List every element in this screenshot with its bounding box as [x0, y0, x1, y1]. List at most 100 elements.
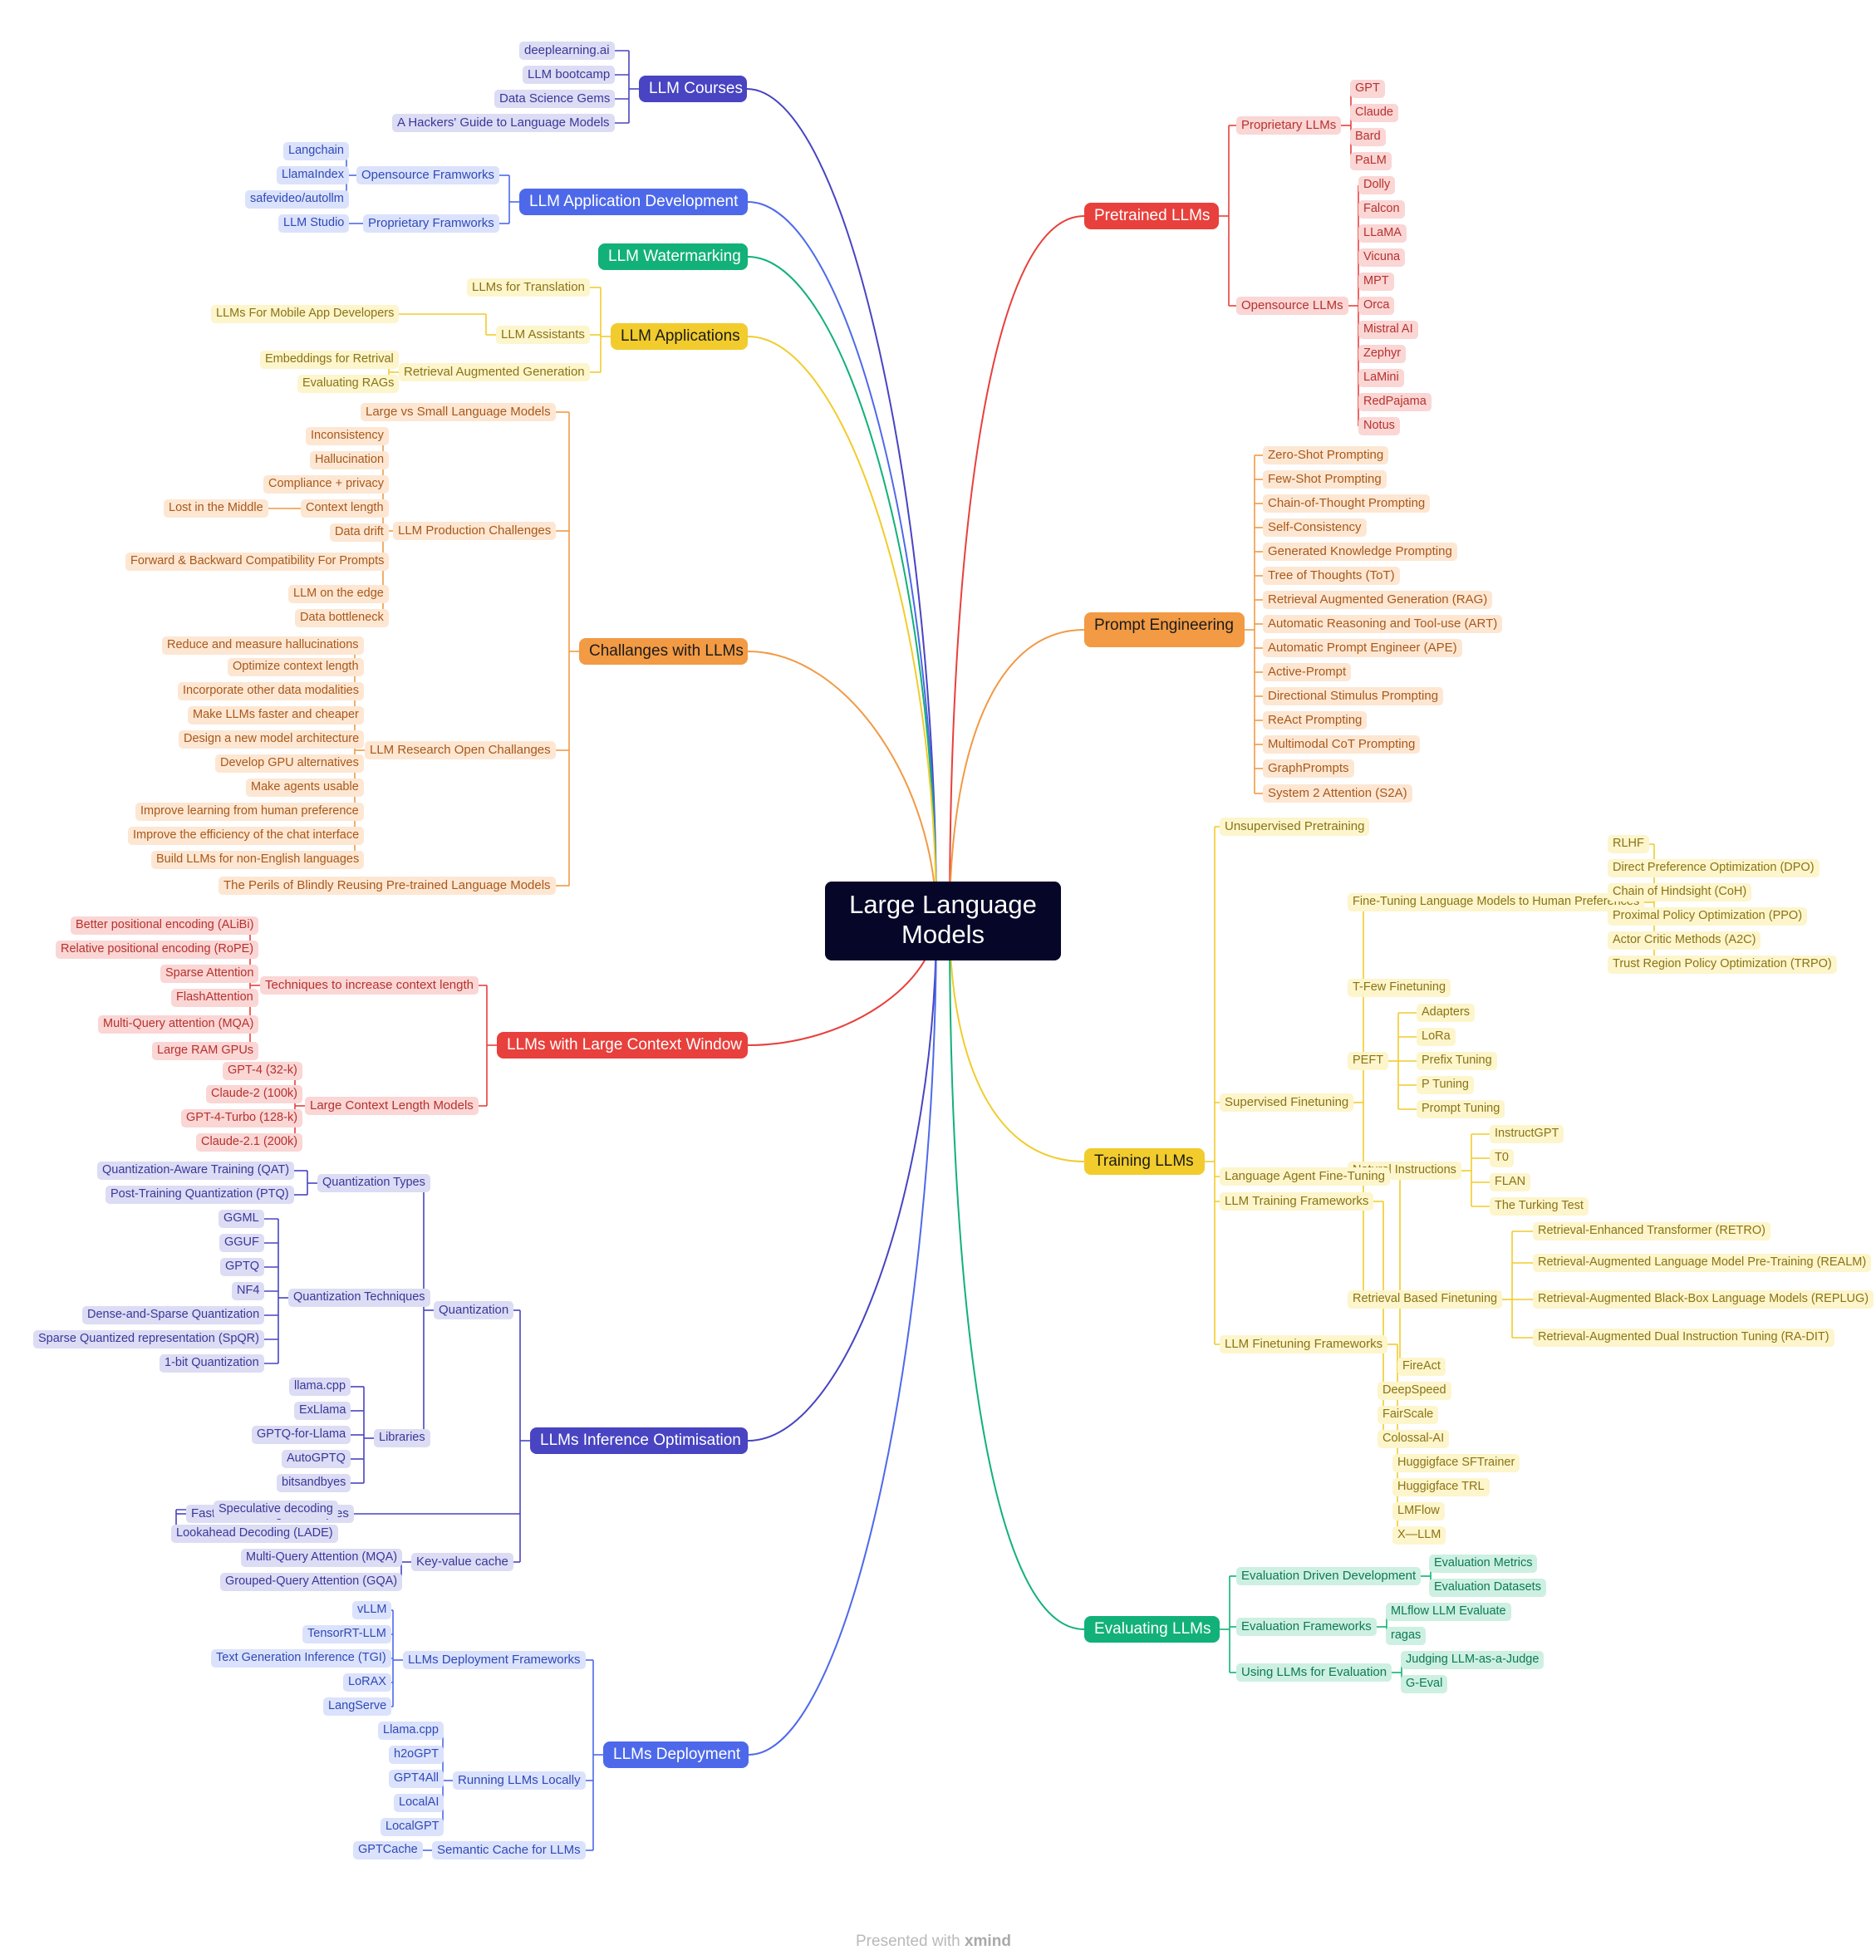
node-design-a-new-model-architecture[interactable]: Design a new model architecture [179, 730, 365, 749]
node-generated-knowledge-prompting[interactable]: Generated Knowledge Prompting [1263, 542, 1457, 561]
node-a-hackers-guide-to-language-models[interactable]: A Hackers' Guide to Language Models [392, 113, 615, 132]
node-the-perils-of-blindly-reusing-pre-trained-language-models[interactable]: The Perils of Blindly Reusing Pre-traine… [219, 876, 556, 895]
node-unsupervised-pretraining[interactable]: Unsupervised Pretraining [1220, 817, 1370, 836]
node-optimize-context-length[interactable]: Optimize context length [228, 658, 364, 676]
node-colossal-ai[interactable]: Colossal-AI [1378, 1430, 1450, 1448]
topic-llms-inference-optimisation[interactable]: LLMs Inference Optimisation [530, 1427, 748, 1454]
node-grouped-query-attention-gqa[interactable]: Grouped-Query Attention (GQA) [220, 1573, 403, 1591]
node-relative-positional-encoding-rope[interactable]: Relative positional encoding (RoPE) [56, 941, 259, 959]
node-claude-2-100k[interactable]: Claude-2 (100k) [206, 1085, 302, 1103]
node-develop-gpu-alternatives[interactable]: Develop GPU alternatives [215, 754, 364, 773]
node-retrieval-augmented-black-box-language-models-replug[interactable]: Retrieval-Augmented Black-Box Language M… [1533, 1290, 1874, 1309]
node-lmflow[interactable]: LMFlow [1392, 1502, 1445, 1520]
topic-llm-applications[interactable]: LLM Applications [611, 323, 748, 350]
node-large-ram-gpus[interactable]: Large RAM GPUs [152, 1042, 259, 1060]
node-prefix-tuning[interactable]: Prefix Tuning [1417, 1052, 1497, 1070]
node-using-llms-for-evaluation[interactable]: Using LLMs for Evaluation [1236, 1663, 1392, 1682]
node-nf4[interactable]: NF4 [232, 1282, 265, 1300]
node-lookahead-decoding-lade[interactable]: Lookahead Decoding (LADE) [171, 1525, 338, 1543]
node-llm-studio[interactable]: LLM Studio [278, 214, 350, 233]
node-judging-llm-as-a-judge[interactable]: Judging LLM-as-a-Judge [1401, 1651, 1545, 1669]
node-mlflow-llm-evaluate[interactable]: MLflow LLM Evaluate [1386, 1603, 1511, 1621]
topic-evaluating-llms[interactable]: Evaluating LLMs [1084, 1616, 1220, 1643]
node-mpt[interactable]: MPT [1358, 273, 1394, 291]
node-speculative-decoding[interactable]: Speculative decoding [214, 1501, 338, 1519]
node-mistral-ai[interactable]: Mistral AI [1358, 321, 1418, 339]
node-orca[interactable]: Orca [1358, 297, 1395, 315]
node-gpt4all[interactable]: GPT4All [389, 1770, 444, 1788]
node-hallucination[interactable]: Hallucination [310, 451, 390, 469]
node-llm-on-the-edge[interactable]: LLM on the edge [288, 585, 389, 603]
node-llm-production-challenges[interactable]: LLM Production Challenges [393, 521, 557, 540]
node-build-llms-for-non-english-languages[interactable]: Build LLMs for non-English languages [151, 851, 365, 869]
node-notus[interactable]: Notus [1358, 417, 1400, 435]
topic-llms-with-large-context-window[interactable]: LLMs with Large Context Window [497, 1032, 748, 1059]
node-zero-shot-prompting[interactable]: Zero-Shot Prompting [1263, 445, 1389, 464]
node-proximal-policy-optimization-ppo[interactable]: Proximal Policy Optimization (PPO) [1608, 907, 1808, 926]
node-compliance-privacy[interactable]: Compliance + privacy [263, 475, 390, 494]
topic-challanges-with-llms[interactable]: Challanges with LLMs [579, 638, 748, 665]
node-quantization-aware-training-qat[interactable]: Quantization-Aware Training (QAT) [97, 1162, 295, 1180]
node-system-2-attention-s2a[interactable]: System 2 Attention (S2A) [1263, 784, 1412, 803]
node-llms-for-translation[interactable]: LLMs for Translation [467, 278, 590, 297]
node-redpajama[interactable]: RedPajama [1358, 393, 1432, 411]
node-better-positional-encoding-alibi[interactable]: Better positional encoding (ALiBi) [71, 916, 259, 935]
node-retrieval-enhanced-transformer-retro[interactable]: Retrieval-Enhanced Transformer (RETRO) [1533, 1222, 1770, 1240]
node-graphprompts[interactable]: GraphPrompts [1263, 759, 1354, 778]
topic-llm-watermarking[interactable]: LLM Watermarking [598, 243, 748, 270]
node-multimodal-cot-prompting[interactable]: Multimodal CoT Prompting [1263, 734, 1421, 754]
node-chain-of-hindsight-coh[interactable]: Chain of Hindsight (CoH) [1608, 883, 1752, 901]
node-llama[interactable]: LLaMA [1358, 224, 1407, 243]
node-claude[interactable]: Claude [1350, 104, 1398, 122]
node-langchain[interactable]: Langchain [283, 142, 349, 160]
node-make-llms-faster-and-cheaper[interactable]: Make LLMs faster and cheaper [188, 706, 364, 725]
node-vllm[interactable]: vLLM [352, 1601, 392, 1619]
node-langserve[interactable]: LangServe [323, 1697, 392, 1716]
node-techniques-to-increase-context-length[interactable]: Techniques to increase context length [260, 975, 479, 995]
node-self-consistency[interactable]: Self-Consistency [1263, 518, 1367, 537]
node-retrieval-augmented-dual-instruction-tuning-ra-dit[interactable]: Retrieval-Augmented Dual Instruction Tun… [1533, 1329, 1834, 1347]
node-fairscale[interactable]: FairScale [1378, 1406, 1439, 1424]
node-instructgpt[interactable]: InstructGPT [1490, 1125, 1564, 1143]
node-proprietary-framworks[interactable]: Proprietary Framworks [363, 214, 499, 233]
node-zephyr[interactable]: Zephyr [1358, 345, 1407, 363]
node-chain-of-thought-prompting[interactable]: Chain-of-Thought Prompting [1263, 494, 1431, 513]
node-large-context-length-models[interactable]: Large Context Length Models [305, 1096, 479, 1115]
node-gguf[interactable]: GGUF [219, 1234, 264, 1252]
node-libraries[interactable]: Libraries [374, 1429, 430, 1447]
node-retrieval-augmented-language-model-pre-training-realm[interactable]: Retrieval-Augmented Language Model Pre-T… [1533, 1254, 1872, 1272]
topic-pretrained-llms[interactable]: Pretrained LLMs [1084, 203, 1219, 229]
node-sparse-quantized-representation-spqr[interactable]: Sparse Quantized representation (SpQR) [33, 1330, 264, 1348]
node-lamini[interactable]: LaMini [1358, 369, 1404, 387]
node-quantization-types[interactable]: Quantization Types [317, 1174, 430, 1192]
node-proprietary-llms[interactable]: Proprietary LLMs [1236, 115, 1342, 135]
node-1-bit-quantization[interactable]: 1-bit Quantization [160, 1354, 264, 1373]
node-huggigface-trl[interactable]: Huggigface TRL [1392, 1478, 1490, 1496]
node-llm-assistants[interactable]: LLM Assistants [496, 325, 590, 344]
node-context-length[interactable]: Context length [301, 499, 389, 518]
node-llm-research-open-challanges[interactable]: LLM Research Open Challanges [365, 740, 556, 759]
node-opensource-framworks[interactable]: Opensource Framworks [356, 165, 500, 184]
node-flashattention[interactable]: FlashAttention [171, 989, 258, 1007]
topic-llms-deployment[interactable]: LLMs Deployment [603, 1741, 749, 1768]
node-ragas[interactable]: ragas [1386, 1627, 1427, 1645]
node-llms-deployment-frameworks[interactable]: LLMs Deployment Frameworks [403, 1650, 586, 1669]
node-huggigface-sftrainer[interactable]: Huggigface SFTrainer [1392, 1454, 1520, 1472]
node-multi-query-attention-mqa[interactable]: Multi-Query attention (MQA) [98, 1015, 259, 1034]
node-deepspeed[interactable]: DeepSpeed [1378, 1382, 1451, 1400]
node-evaluation-frameworks[interactable]: Evaluation Frameworks [1236, 1617, 1377, 1636]
node-vicuna[interactable]: Vicuna [1358, 248, 1406, 267]
topic-training-llms[interactable]: Training LLMs [1084, 1148, 1205, 1175]
node-palm[interactable]: PaLM [1350, 152, 1392, 170]
node-evaluating-rags[interactable]: Evaluating RAGs [297, 375, 400, 393]
node-react-prompting[interactable]: ReAct Prompting [1263, 710, 1368, 729]
node-opensource-llms[interactable]: Opensource LLMs [1236, 296, 1348, 315]
node-improve-learning-from-human-preference[interactable]: Improve learning from human preference [135, 803, 364, 821]
node-key-value-cache[interactable]: Key-value cache [411, 1552, 513, 1571]
node-t0[interactable]: T0 [1490, 1149, 1514, 1167]
node-data-science-gems[interactable]: Data Science Gems [494, 89, 616, 108]
node-incorporate-other-data-modalities[interactable]: Incorporate other data modalities [178, 682, 364, 700]
node-supervised-finetuning[interactable]: Supervised Finetuning [1220, 1093, 1354, 1112]
node-autogptq[interactable]: AutoGPTQ [282, 1450, 351, 1468]
node-retrieval-augmented-generation-rag[interactable]: Retrieval Augmented Generation (RAG) [1263, 590, 1493, 609]
